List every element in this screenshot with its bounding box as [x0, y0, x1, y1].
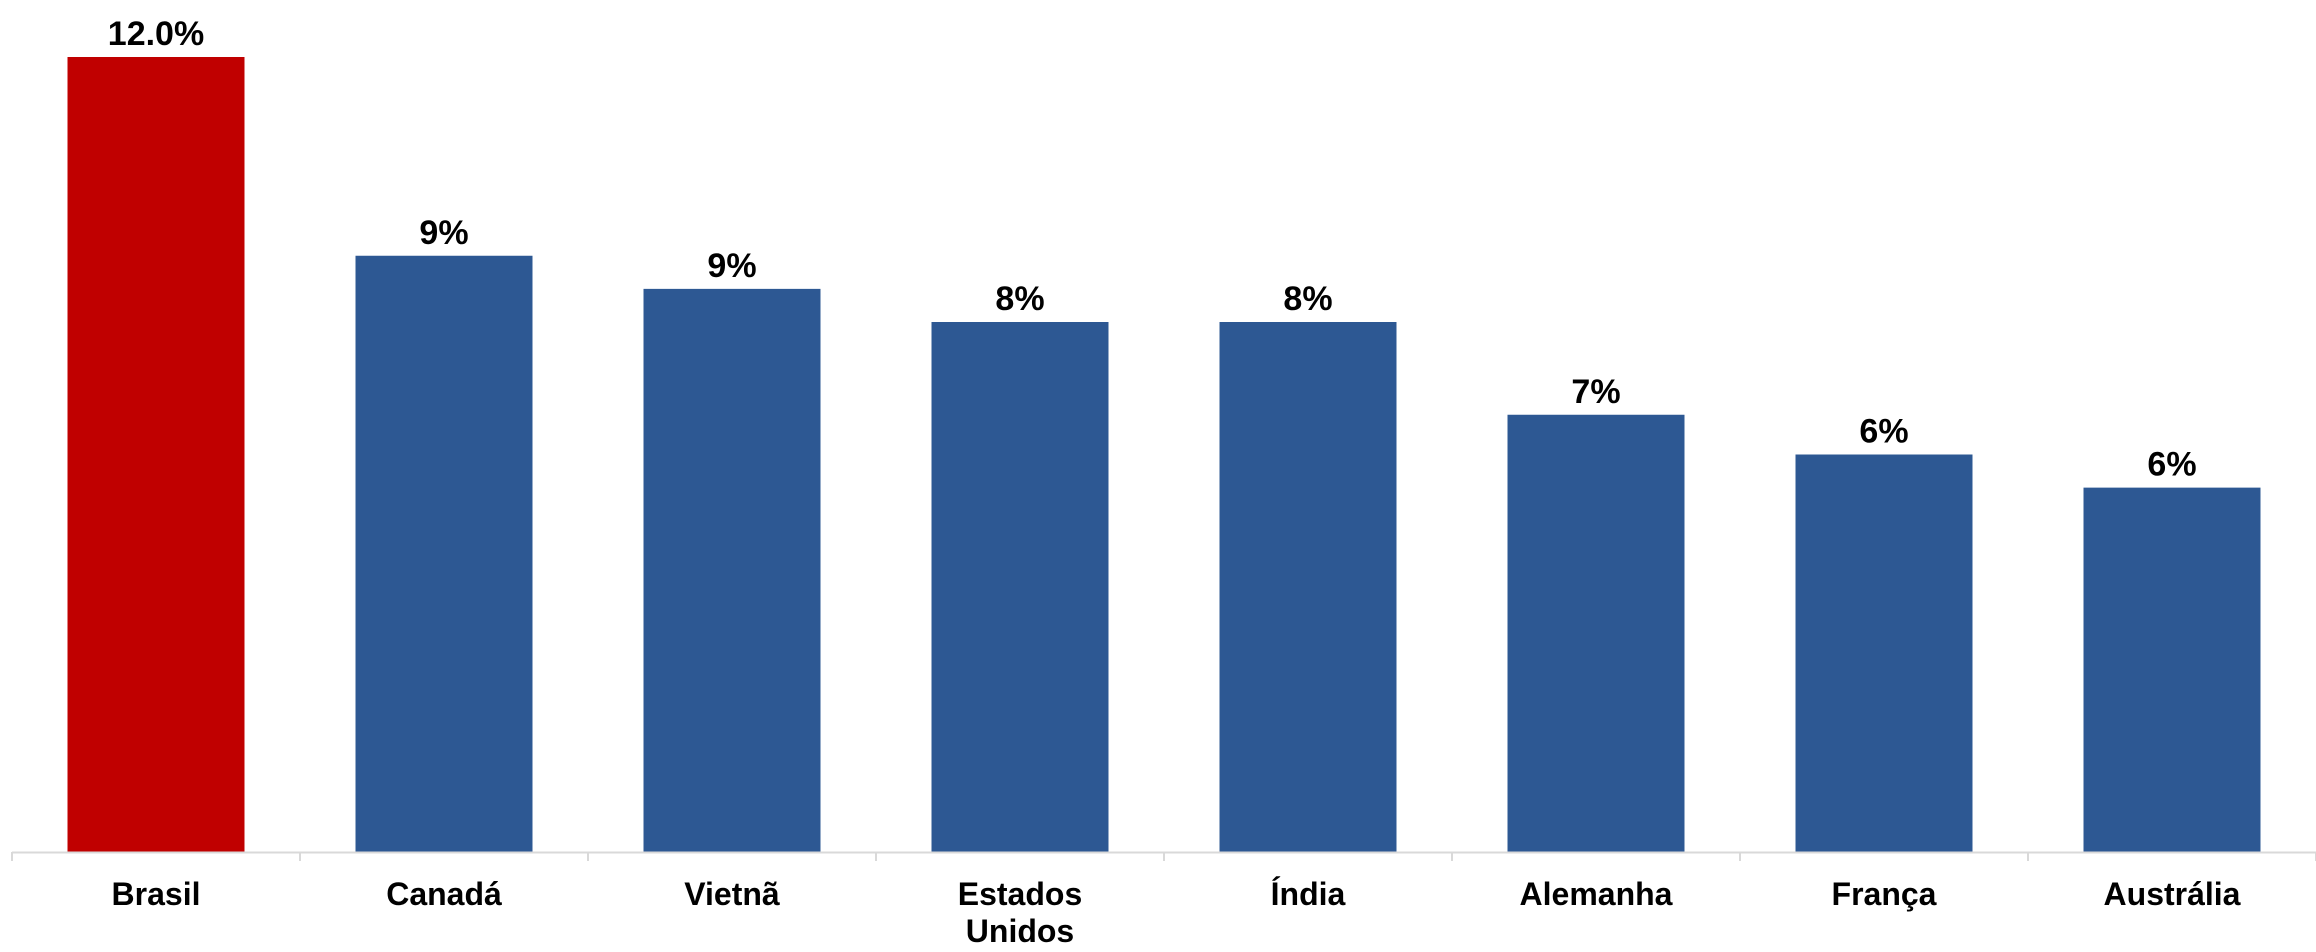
data-label: 12.0% — [108, 15, 204, 53]
bar — [643, 288, 821, 852]
bars-layer — [67, 57, 2261, 852]
category-label-line: Unidos — [966, 913, 1074, 947]
bar — [1219, 322, 1397, 852]
x-axis — [11, 851, 2316, 861]
data-label: 8% — [1283, 280, 1332, 318]
data-label: 6% — [2147, 446, 2196, 484]
bar — [1795, 454, 1973, 852]
category-labels-layer: Brasil Canadá Vietnã Estados Unidos Índia Alem… — [112, 876, 2241, 949]
data-label: 9% — [419, 214, 468, 252]
category-label-line: Vietnã — [684, 876, 780, 912]
category-label: Índia — [1271, 876, 1346, 912]
category-label: Austrália — [2104, 876, 2241, 912]
value-labels-layer: 12.0% 9% 9% 8% 8% 7% 6% 6% — [108, 15, 2197, 484]
category-label: Canadá — [386, 876, 502, 912]
data-label: 9% — [707, 247, 756, 285]
data-label: 7% — [1571, 373, 1620, 411]
category-label: França — [1832, 876, 1937, 912]
category-label-line: Austrália — [2104, 876, 2241, 912]
category-label-line: Estados — [958, 876, 1082, 912]
category-label: Vietnã — [684, 876, 780, 912]
bar — [1507, 414, 1685, 852]
data-label: 8% — [995, 280, 1044, 318]
bar — [2083, 487, 2261, 852]
data-label: 6% — [1859, 413, 1908, 451]
bar — [931, 322, 1109, 852]
category-label-line: Índia — [1271, 876, 1346, 912]
category-label-line: França — [1832, 876, 1937, 912]
bar — [67, 57, 245, 852]
category-label: Brasil — [112, 876, 201, 912]
category-label: Alemanha — [1520, 876, 1673, 912]
bar — [355, 255, 533, 852]
category-label-line: Alemanha — [1520, 876, 1673, 912]
category-label-line: Canadá — [386, 876, 502, 912]
category-label: Estados Unidos — [958, 876, 1082, 947]
category-label-line: Brasil — [112, 876, 201, 912]
